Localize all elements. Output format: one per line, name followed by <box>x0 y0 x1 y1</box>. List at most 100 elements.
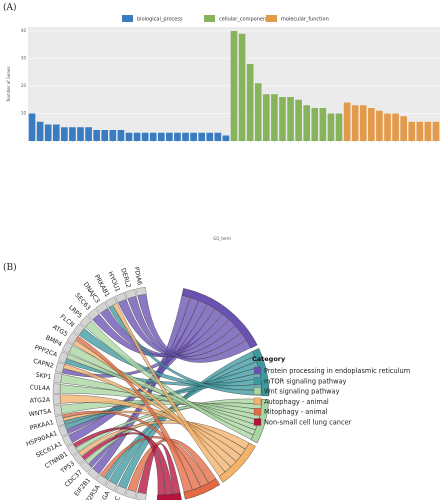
bar <box>93 130 100 141</box>
gene-arc <box>135 491 147 500</box>
gene-label: BMP4 <box>44 334 63 348</box>
bar <box>238 33 246 141</box>
bar <box>133 132 141 141</box>
bar <box>351 105 359 141</box>
gene-arc <box>87 308 100 321</box>
bar <box>190 132 197 141</box>
bar <box>125 132 133 141</box>
go-bar-chart: 10 20 30 40 Number of Genes GO_term biologi… <box>6 15 440 241</box>
bar <box>279 97 286 141</box>
gene-arc <box>124 289 137 299</box>
gene-label: ATG5 <box>51 324 69 339</box>
gene-arc <box>104 296 118 308</box>
gene-label: RRAGC <box>107 495 122 500</box>
gene-arc <box>53 404 63 416</box>
gene-arc <box>79 460 92 473</box>
bar <box>174 132 181 141</box>
gene-arc <box>135 286 147 297</box>
gene-arc <box>72 452 85 465</box>
bar <box>424 121 432 141</box>
bar <box>271 94 278 141</box>
bar <box>52 124 60 141</box>
bar <box>287 97 294 141</box>
bar <box>392 113 399 141</box>
gene-arc <box>61 434 73 447</box>
bar <box>246 64 254 141</box>
bar <box>206 132 214 141</box>
bar <box>400 116 407 141</box>
category-arc <box>157 492 182 500</box>
gene-arc <box>87 467 100 480</box>
panel-a-label: (A) <box>3 2 17 13</box>
y-tick-label: 40 <box>21 28 27 33</box>
bar <box>222 135 230 141</box>
legend-a: biological_process cellular_component mole… <box>122 15 329 23</box>
y-tick-label: 20 <box>21 83 27 88</box>
gene-label: PPP2CA <box>33 344 58 359</box>
bar <box>303 105 311 141</box>
bar <box>408 121 416 141</box>
gene-arc <box>124 489 137 499</box>
legend-swatch <box>253 408 262 416</box>
bar <box>327 113 335 141</box>
bar <box>77 127 84 141</box>
gene-arc <box>57 424 69 437</box>
gene-arc <box>55 361 65 374</box>
y-tick-label: 30 <box>21 56 27 61</box>
bar <box>376 110 383 141</box>
legend-swatch <box>266 15 277 22</box>
bar <box>230 31 238 141</box>
gene-label: WNT5A <box>28 408 52 419</box>
bar <box>214 132 222 141</box>
bar <box>149 132 157 141</box>
legend-swatch <box>204 15 215 22</box>
bar <box>295 99 302 141</box>
gene-arc <box>95 301 109 314</box>
gene-arc <box>55 414 65 427</box>
gene-arc <box>114 485 127 496</box>
gene-arc <box>72 323 85 336</box>
legend-label: Non-small cell lung cancer <box>264 419 352 427</box>
legend-label: Protein processing in endoplasmic reticu… <box>264 367 410 375</box>
bar <box>319 108 327 141</box>
bar <box>61 127 68 141</box>
gene-label: CUL4A <box>29 384 51 392</box>
bar <box>368 108 375 141</box>
bar <box>182 132 189 141</box>
gene-arc <box>53 372 63 384</box>
bar <box>69 127 76 141</box>
bar <box>335 113 343 141</box>
gene-arc <box>52 383 61 394</box>
gene-arc <box>79 315 92 328</box>
bar <box>157 132 165 141</box>
legend-swatch <box>253 377 262 385</box>
legend-b: Category Protein processing in endoplasm… <box>252 355 410 427</box>
bar <box>263 94 270 141</box>
bar <box>384 113 391 141</box>
gene-label: SKP1 <box>35 372 52 381</box>
gene-arc <box>95 474 109 487</box>
x-axis-label: GO_term <box>213 236 231 241</box>
bar <box>416 121 424 141</box>
category-arc <box>218 442 256 483</box>
panel-b-label: (B) <box>3 262 17 273</box>
bar <box>254 83 262 141</box>
gene-arc <box>104 480 118 492</box>
bar <box>85 127 92 141</box>
legend-swatch <box>253 387 262 395</box>
gene-label: PRKAA1 <box>29 419 55 432</box>
gene-arc <box>114 292 127 303</box>
legend-label: Autophagy - animal <box>264 398 329 406</box>
bar <box>166 132 173 141</box>
legend-label: mTOR signaling pathway <box>264 377 347 385</box>
legend-title: Category <box>252 355 286 363</box>
gene-arc <box>57 351 69 364</box>
gene-label: CAPN2 <box>32 358 54 370</box>
legend-swatch <box>122 15 133 22</box>
gene-arc <box>61 341 73 354</box>
bar <box>432 121 440 141</box>
legend-label: biological_process <box>137 17 183 23</box>
bar <box>44 124 52 141</box>
gene-arc <box>52 394 61 405</box>
